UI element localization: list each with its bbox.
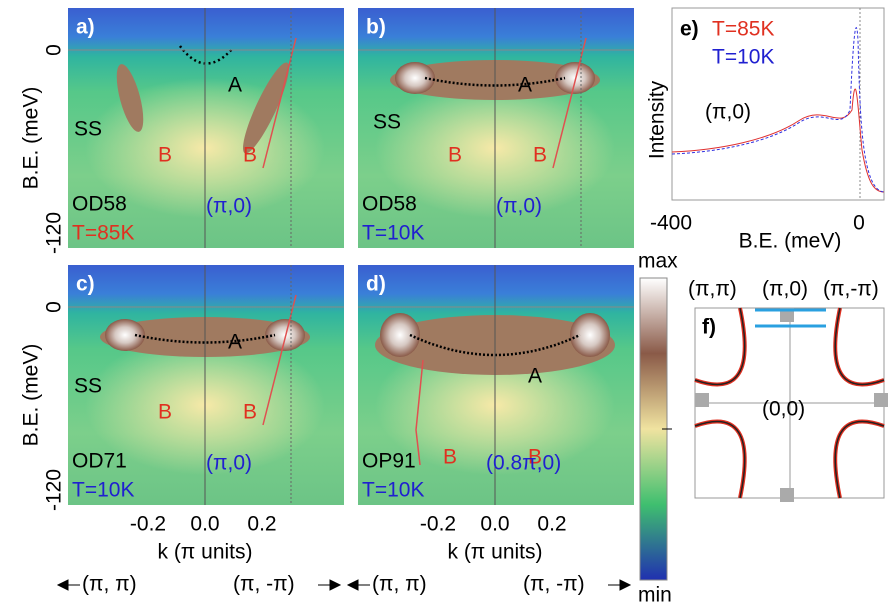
x-tick-label: 0.2	[537, 513, 566, 536]
band-hot	[570, 313, 610, 357]
y-tick-label: 0	[43, 301, 66, 313]
x-axis-label: k (π units)	[447, 541, 542, 564]
direction-label: (π, π)	[372, 573, 427, 596]
branch-label: B	[533, 144, 547, 167]
surface-label: SS	[373, 111, 401, 134]
arrow-left	[348, 580, 370, 590]
momentum-label: (π,0)	[496, 195, 542, 218]
sample-label: OD58	[362, 193, 417, 216]
arrow-right	[318, 580, 340, 590]
figure-content: a) A SS B B OD58 T=85K (π,0) B.E. (meV) 0 -120 b) A S…	[20, 8, 888, 606]
x-tick-label: -0.2	[130, 513, 166, 536]
y-tick-label: 0	[43, 44, 66, 56]
x-tick-label: -0.2	[420, 513, 456, 536]
legend-entry: T=10K	[712, 46, 774, 69]
branch-label: B	[158, 144, 172, 167]
temperature-label: T=85K	[72, 222, 134, 245]
momentum-label: (π,0)	[206, 452, 252, 475]
figure: a) A SS B B OD58 T=85K (π,0) B.E. (meV) 0 -120 b) A S…	[0, 0, 889, 606]
temperature-label: T=10K	[72, 479, 134, 502]
momentum-label: (π,0)	[705, 101, 751, 124]
panel-label: e)	[680, 18, 699, 41]
band-label: A	[528, 365, 542, 388]
surface-label: SS	[74, 118, 102, 141]
branch-label: B	[243, 401, 257, 424]
y-axis-label: Intensity	[646, 80, 669, 159]
gap-region	[874, 393, 888, 407]
y-axis-label: B.E. (meV)	[20, 87, 43, 190]
band-hot	[380, 313, 420, 357]
direction-label: (π, -π)	[523, 573, 585, 596]
sample-label: OP91	[362, 450, 416, 473]
x-tick-label: 0.0	[480, 513, 509, 536]
y-axis-label: B.E. (meV)	[20, 344, 43, 447]
legend-entry: T=85K	[712, 18, 774, 41]
y-tick-label: -120	[43, 212, 66, 254]
temperature-label: T=10K	[362, 222, 424, 245]
center-label: (0,0)	[762, 398, 805, 421]
panel-label: f)	[702, 316, 716, 339]
arrow-right	[608, 580, 630, 590]
gap-region	[695, 393, 709, 407]
surface-label: SS	[74, 375, 102, 398]
sample-label: OD58	[72, 193, 127, 216]
x-tick-label: 0.0	[190, 513, 219, 536]
panel-label: b)	[366, 16, 386, 39]
band-label: A	[228, 74, 242, 97]
gap-region	[780, 488, 794, 502]
colorbar-min: min	[638, 584, 672, 606]
x-axis-label: B.E. (meV)	[739, 230, 842, 253]
corner-label: (π,0)	[762, 278, 808, 301]
x-tick-label: 0.2	[247, 513, 276, 536]
y-tick-label: -120	[43, 469, 66, 511]
x-tick-label: 0	[853, 212, 865, 235]
temperature-label: T=10K	[362, 479, 424, 502]
panel-label: a)	[76, 16, 95, 39]
branch-label: B	[448, 144, 462, 167]
branch-label: B	[158, 401, 172, 424]
colorbar-max: max	[638, 250, 678, 273]
branch-label: B	[443, 446, 457, 469]
arrow-left	[58, 580, 80, 590]
corner-label: (π,π)	[688, 278, 737, 301]
band-label: A	[228, 331, 242, 354]
direction-label: (π, π)	[82, 573, 137, 596]
corner-label: (π,-π)	[823, 278, 879, 301]
panel-label: d)	[366, 273, 386, 296]
sample-label: OD71	[72, 450, 127, 473]
band-hot	[105, 319, 145, 351]
momentum-label: (0.8π,0)	[486, 452, 561, 475]
band-hot	[395, 62, 435, 94]
panel-label: c)	[76, 273, 95, 296]
x-axis-label: k (π units)	[157, 541, 252, 564]
direction-label: (π, -π)	[233, 573, 295, 596]
momentum-label: (π,0)	[206, 195, 252, 218]
branch-label: B	[243, 144, 257, 167]
band-label: A	[518, 74, 532, 97]
x-tick-label: -400	[650, 212, 692, 235]
